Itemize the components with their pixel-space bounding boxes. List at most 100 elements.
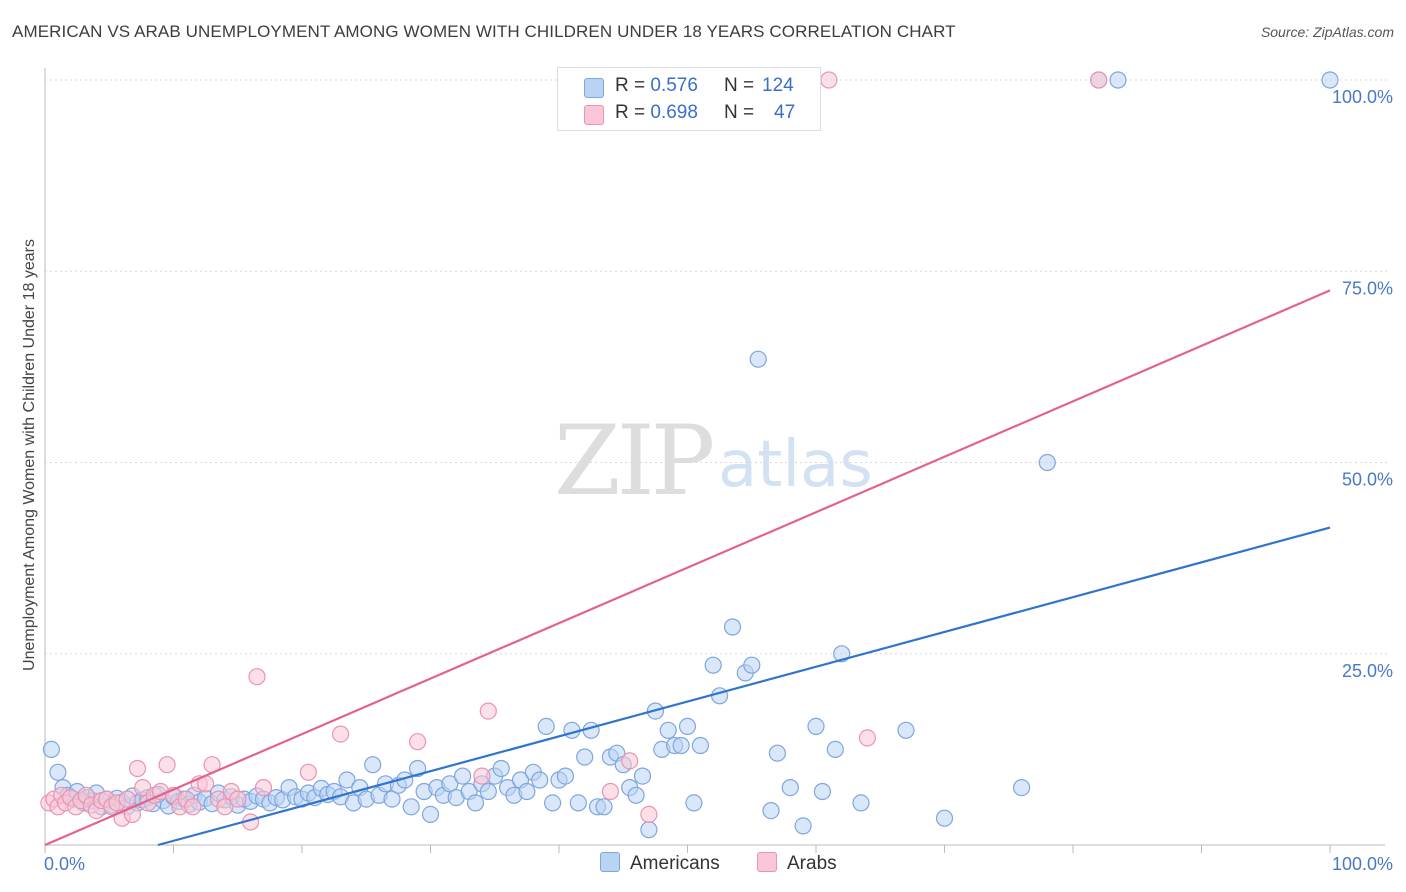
americans-point-86 xyxy=(556,767,575,785)
americans-point-114 xyxy=(762,801,780,820)
americans-point-72 xyxy=(466,794,485,812)
arabs-point-27 xyxy=(184,798,202,816)
americans-point-70 xyxy=(454,767,472,785)
x-axis-ticks xyxy=(44,845,1331,853)
americans-point-124 xyxy=(935,809,954,827)
americans-point-76 xyxy=(492,759,510,778)
americans-points xyxy=(42,71,1339,839)
americans-point-98 xyxy=(633,767,652,785)
arabs-point-34 xyxy=(229,790,247,808)
americans-point-84 xyxy=(543,794,562,812)
americans-r-label: R = xyxy=(615,75,646,96)
americans-point-126 xyxy=(1038,453,1056,472)
americans-point-97 xyxy=(627,786,645,804)
arabs-point-42 xyxy=(479,702,497,720)
americans-point-116 xyxy=(781,778,799,797)
chart-title: AMERICAN VS ARAB UNEMPLOYMENT AMONG WOME… xyxy=(12,22,956,41)
source-label: Source: ZipAtlas.com xyxy=(1260,24,1394,40)
arabs-point-32 xyxy=(216,798,234,816)
y-tick-label-100: 100.0% xyxy=(1332,87,1393,107)
arabs-point-18 xyxy=(128,759,147,778)
americans-point-109 xyxy=(710,687,729,705)
arabs-point-44 xyxy=(621,752,639,770)
americans-point-117 xyxy=(794,817,812,835)
americans-point-123 xyxy=(897,721,915,739)
americans-point-122 xyxy=(852,794,870,812)
americans-point-1 xyxy=(49,763,67,781)
y-axis-labels: 25.0% 50.0% 75.0% 100.0% xyxy=(1332,87,1393,681)
americans-point-115 xyxy=(768,744,787,762)
americans-point-108 xyxy=(704,656,722,674)
arabs-point-41 xyxy=(473,767,491,785)
americans-point-129 xyxy=(1321,71,1339,89)
arabs-point-48 xyxy=(1090,71,1108,89)
americans-point-92 xyxy=(595,798,613,816)
arabs-n-label: N = xyxy=(724,102,755,123)
americans-r-value: 0.576 xyxy=(650,75,698,96)
americans-swatch xyxy=(584,78,604,98)
arabs-r-label: R = xyxy=(615,102,646,123)
americans-point-112 xyxy=(743,656,761,674)
arabs-point-43 xyxy=(601,782,620,801)
americans-point-83 xyxy=(537,717,555,736)
americans-point-0 xyxy=(42,740,61,759)
americans-point-65 xyxy=(421,805,440,824)
americans-point-106 xyxy=(685,794,703,812)
americans-point-113 xyxy=(749,350,767,368)
americans-point-110 xyxy=(723,618,742,636)
correlation-legend: R = 0.576 N = 124 R = 0.698 N = 47 xyxy=(557,67,821,131)
legend-americans-swatch xyxy=(600,852,620,872)
americans-point-118 xyxy=(807,717,825,736)
arabs-point-40 xyxy=(409,733,427,751)
americans-point-119 xyxy=(813,782,832,801)
legend-arabs-swatch xyxy=(757,852,777,872)
y-tick-label-75: 75.0% xyxy=(1342,278,1393,298)
grid-lines xyxy=(44,68,1390,846)
americans-point-52 xyxy=(338,771,356,789)
americans-point-88 xyxy=(569,794,587,812)
x-axis-labels: 0.0% 100.0% xyxy=(44,854,1393,874)
americans-point-120 xyxy=(826,740,844,759)
x-tick-label-min: 0.0% xyxy=(44,854,85,874)
trend-lines xyxy=(44,289,1331,847)
americans-point-104 xyxy=(672,736,690,755)
y-tick-label-50: 50.0% xyxy=(1342,470,1393,490)
arabs-point-38 xyxy=(299,763,317,781)
arabs-point-46 xyxy=(820,71,838,89)
watermark-zip: ZIP xyxy=(554,405,715,517)
arabs-point-36 xyxy=(248,668,266,686)
americans-point-68 xyxy=(441,775,459,793)
americans-point-105 xyxy=(678,717,697,736)
americans-n-value: 124 xyxy=(762,75,794,96)
arabs-point-45 xyxy=(640,805,658,824)
americans-point-99 xyxy=(640,821,658,839)
watermark-atlas: atlas xyxy=(718,428,873,502)
americans-point-102 xyxy=(659,721,677,739)
americans-point-80 xyxy=(518,782,536,801)
americans-point-82 xyxy=(531,771,549,789)
arabs-points xyxy=(40,71,1108,831)
legend-americans-label: Americans xyxy=(630,853,720,874)
americans-point-128 xyxy=(1109,71,1127,89)
arabs-point-47 xyxy=(858,729,877,747)
arabs-point-37 xyxy=(254,778,273,797)
arabs-point-39 xyxy=(332,725,350,743)
x-tick-label-max: 100.0% xyxy=(1332,854,1393,874)
arabs-trend-line xyxy=(44,289,1331,847)
americans-n-label: N = xyxy=(724,75,755,96)
arabs-swatch xyxy=(584,105,604,125)
y-tick-label-25: 25.0% xyxy=(1342,661,1393,681)
y-axis-title: Unemployment Among Women with Children U… xyxy=(21,239,38,671)
legend-arabs-label: Arabs xyxy=(787,853,837,874)
legend-arabs: Arabs xyxy=(757,852,837,875)
arabs-r-value: 0.698 xyxy=(650,102,698,123)
americans-point-74 xyxy=(479,782,497,801)
arabs-point-16 xyxy=(118,790,136,808)
americans-point-56 xyxy=(364,756,382,774)
arabs-point-23 xyxy=(158,756,176,774)
americans-point-62 xyxy=(402,798,420,816)
americans-point-125 xyxy=(1012,778,1031,797)
arabs-n-value: 47 xyxy=(774,102,796,123)
americans-point-59 xyxy=(383,790,401,808)
